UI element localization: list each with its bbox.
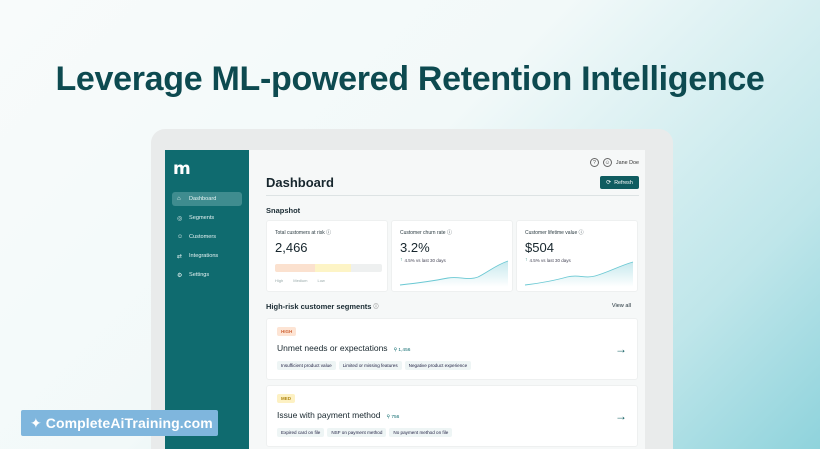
chip[interactable]: NSF on payment method [327, 428, 387, 437]
card-delta: ↑ 4.5% vs last 30 days [400, 257, 446, 263]
info-icon: ⓘ [578, 230, 584, 236]
card-churn-rate[interactable]: Customer churn rate ⓘ 3.2% ↑ 4.5% vs las… [391, 220, 513, 292]
segment-count: ⚲ 1,456 [393, 348, 411, 353]
headline: Leverage ML-powered Retention Intelligen… [55, 60, 765, 98]
arrow-right-icon[interactable]: → [615, 342, 627, 356]
sidebar-item-customers[interactable]: ☺ Customers [172, 230, 242, 244]
arrow-up-icon: ↑ [400, 257, 403, 263]
card-delta: ↑ 4.5% vs last 30 days [525, 257, 571, 263]
legend-medium: Medium [293, 278, 308, 283]
help-icon[interactable]: ? [589, 158, 599, 167]
settings-icon: ⚙ [177, 272, 183, 279]
card-label: Customer churn rate ⓘ [400, 230, 452, 236]
refresh-icon: ⟳ [606, 180, 612, 186]
app-screen: m ⌂ Dashboard ◎ Segments ☺ Customers ⇄ I… [165, 150, 645, 449]
ltv-sparkline [524, 261, 634, 287]
legend-low: Low [317, 278, 325, 283]
card-customers-at-risk[interactable]: Total customers at risk ⓘ 2,466 High Med… [266, 220, 388, 292]
brand-badge[interactable]: ✦ CompleteAiTraining.com [21, 410, 218, 436]
home-icon: ⌂ [177, 196, 181, 202]
sidebar-item-label: Segments [189, 215, 215, 221]
card-label: Customer lifetime value ⓘ [525, 230, 584, 236]
topbar: ? ☺ Jane Doe [589, 158, 639, 167]
sidebar-item-segments[interactable]: ◎ Segments [172, 211, 242, 225]
sidebar-item-label: Customers [189, 234, 217, 240]
risk-seg-medium [315, 264, 351, 272]
snapshot-title: Snapshot [266, 206, 301, 215]
chip[interactable]: Limited or missing features [338, 361, 402, 370]
refresh-button[interactable]: ⟳ Refresh [600, 176, 639, 189]
page-title: Dashboard [266, 175, 334, 190]
card-value: 2,466 [275, 240, 308, 255]
user-icon[interactable]: ☺ [602, 158, 612, 167]
segment-count: ⚲ 756 [386, 415, 400, 420]
customers-icon: ☺ [177, 234, 184, 240]
churn-sparkline [399, 260, 509, 287]
risk-legend: High Medium Low [275, 278, 325, 283]
legend-high: High [275, 278, 284, 283]
refresh-label: Refresh [614, 179, 633, 186]
segments-icon: ◎ [177, 215, 183, 222]
info-icon: ⓘ [373, 304, 379, 310]
segment-chips: Expired card on file NSF on payment meth… [277, 428, 453, 437]
card-value: 3.2% [400, 240, 430, 255]
brand-text: CompleteAiTraining.com [45, 415, 213, 431]
snapshot-cards: Total customers at risk ⓘ 2,466 High Med… [266, 220, 638, 292]
info-icon: ⓘ [326, 230, 332, 236]
app-logo[interactable]: m [173, 159, 191, 179]
sidebar-item-settings[interactable]: ⚙ Settings [172, 268, 242, 282]
risk-seg-high [275, 264, 315, 272]
segment-title: Issue with payment method ⚲ 756 [277, 410, 400, 420]
main-content: ? ☺ Jane Doe Dashboard ⟳ Refresh Snapsho… [249, 150, 645, 449]
chip[interactable]: Negative product experience [404, 361, 472, 370]
sidebar-item-label: Dashboard [189, 196, 217, 202]
chip[interactable]: Expired card on file [277, 428, 325, 437]
sidebar-item-integrations[interactable]: ⇄ Integrations [172, 249, 242, 263]
arrow-right-icon[interactable]: → [615, 409, 627, 423]
sidebar-nav: ⌂ Dashboard ◎ Segments ☺ Customers ⇄ Int… [172, 192, 242, 287]
info-icon: ⓘ [446, 230, 452, 236]
chip[interactable]: No payment method on file [389, 428, 453, 437]
sidebar-item-label: Integrations [189, 253, 219, 259]
status-badge: HIGH [277, 327, 297, 336]
segment-title: Unmet needs or expectations ⚲ 1,456 [277, 343, 411, 353]
card-label: Total customers at risk ⓘ [275, 230, 332, 236]
segment-card-unmet-needs[interactable]: HIGH Unmet needs or expectations ⚲ 1,456 … [266, 318, 638, 380]
arrow-up-icon: ↑ [525, 257, 528, 263]
header-divider [266, 195, 639, 196]
sparkle-icon: ✦ [30, 414, 42, 431]
sidebar: m ⌂ Dashboard ◎ Segments ☺ Customers ⇄ I… [165, 150, 249, 449]
chip[interactable]: Insufficient product value [277, 361, 336, 370]
integrations-icon: ⇄ [177, 253, 183, 260]
risk-seg-low [351, 264, 382, 272]
user-name[interactable]: Jane Doe [615, 159, 639, 166]
segments-title: High-risk customer segments ⓘ [266, 302, 379, 311]
segment-card-payment-method[interactable]: MED Issue with payment method ⚲ 756 Expir… [266, 385, 638, 447]
risk-distribution-bar [275, 264, 382, 272]
segment-chips: Insufficient product value Limited or mi… [277, 361, 472, 370]
card-lifetime-value[interactable]: Customer lifetime value ⓘ $504 ↑ 4.5% vs… [516, 220, 638, 292]
sidebar-item-dashboard[interactable]: ⌂ Dashboard [172, 192, 242, 206]
card-value: $504 [525, 240, 554, 255]
sidebar-item-label: Settings [189, 272, 210, 278]
view-all-link[interactable]: View all [611, 303, 631, 309]
status-badge: MED [277, 394, 295, 403]
